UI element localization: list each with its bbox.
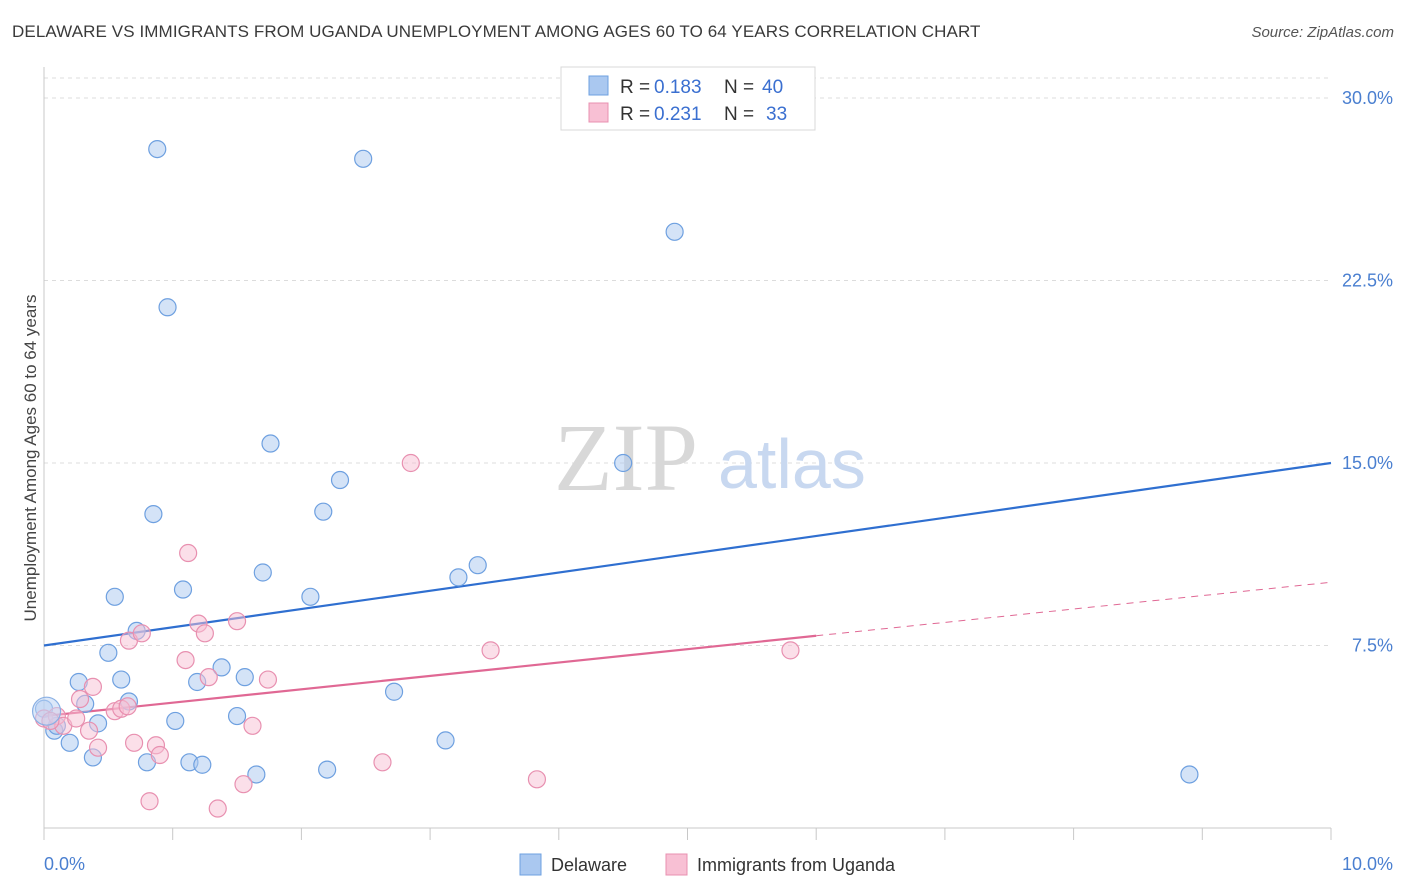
uganda-point bbox=[527, 770, 547, 789]
uganda-point bbox=[195, 624, 214, 643]
delaware-point bbox=[354, 149, 373, 168]
delaware-point bbox=[31, 696, 62, 726]
legend: R = 0.183 N = 40 R = 0.231 N = 33 bbox=[560, 66, 816, 131]
delaware-point bbox=[193, 755, 212, 774]
uganda-point bbox=[401, 453, 420, 473]
delaware-point bbox=[166, 711, 185, 731]
uganda-point bbox=[208, 799, 227, 818]
watermark-atlas: atlas bbox=[718, 425, 866, 503]
delaware-point bbox=[212, 658, 231, 677]
uganda-point bbox=[227, 612, 247, 631]
legend-swatch-uganda bbox=[588, 102, 609, 123]
uganda-point bbox=[88, 738, 108, 757]
uganda-point bbox=[179, 543, 198, 563]
delaware-point bbox=[253, 563, 272, 582]
bottom-legend-label-uganda: Immigrants from Uganda bbox=[697, 855, 896, 875]
watermark: ZIP atlas bbox=[554, 404, 866, 511]
gridlines bbox=[44, 77, 1331, 646]
delaware-point bbox=[384, 682, 404, 701]
delaware-point bbox=[330, 470, 350, 490]
delaware-point bbox=[60, 733, 79, 752]
y-tick-label: 22.5% bbox=[1342, 271, 1393, 291]
x-tick-label-min: 0.0% bbox=[44, 854, 85, 874]
delaware-point bbox=[1180, 765, 1199, 784]
series-layer bbox=[31, 140, 1332, 818]
delaware-point bbox=[144, 504, 163, 524]
uganda-point bbox=[150, 745, 169, 765]
y-tick-label: 15.0% bbox=[1342, 453, 1393, 473]
uganda-point bbox=[199, 668, 218, 687]
delaware-point bbox=[247, 765, 266, 784]
uganda-point bbox=[70, 689, 90, 709]
legend-n-value-delaware: 40 bbox=[762, 77, 783, 98]
delaware-point bbox=[173, 580, 193, 599]
delaware-point bbox=[105, 587, 124, 606]
uganda-point bbox=[234, 775, 253, 794]
delaware-point bbox=[314, 502, 333, 521]
legend-n-label-uganda: N = bbox=[724, 104, 754, 125]
legend-r-label-uganda: R = bbox=[620, 104, 650, 125]
delaware-point bbox=[436, 731, 455, 750]
uganda-point bbox=[243, 716, 262, 735]
delaware-point bbox=[614, 453, 633, 473]
x-tick-label-max: 10.0% bbox=[1342, 854, 1393, 874]
delaware-point bbox=[148, 140, 167, 159]
trend-line-delaware bbox=[43, 461, 1332, 647]
legend-n-value-uganda: 33 bbox=[766, 104, 787, 125]
delaware-point bbox=[301, 587, 320, 606]
uganda-point bbox=[140, 792, 159, 811]
uganda-point bbox=[781, 641, 800, 660]
uganda-point bbox=[481, 641, 500, 660]
y-tick-label: 7.5% bbox=[1352, 636, 1393, 656]
legend-n-label-delaware: N = bbox=[724, 77, 754, 98]
bottom-legend-swatch-uganda bbox=[665, 853, 688, 876]
chart-source: Source: ZipAtlas.com bbox=[1251, 24, 1394, 41]
legend-swatch-delaware bbox=[588, 75, 609, 96]
bottom-legend-label-delaware: Delaware bbox=[551, 855, 627, 875]
uganda-point bbox=[118, 697, 137, 716]
bottom-legend-swatch-delaware bbox=[519, 853, 542, 876]
uganda-point bbox=[132, 624, 151, 643]
x-ticks bbox=[43, 828, 1332, 840]
y-axis-label: Unemployment Among Ages 60 to 64 years bbox=[21, 295, 40, 622]
delaware-point bbox=[158, 298, 177, 317]
uganda-point bbox=[373, 753, 392, 772]
uganda-point bbox=[67, 709, 86, 728]
delaware-point bbox=[261, 434, 280, 453]
legend-r-label-delaware: R = bbox=[620, 77, 650, 98]
trend-line-extension-uganda bbox=[816, 581, 1332, 637]
delaware-point bbox=[318, 760, 337, 779]
delaware-point bbox=[227, 706, 247, 726]
legend-r-value-delaware: 0.183 bbox=[654, 77, 702, 98]
delaware-point bbox=[468, 556, 487, 575]
y-tick-labels: 7.5% 15.0% 22.5% 30.0% bbox=[1342, 88, 1393, 656]
delaware-point bbox=[449, 568, 468, 587]
uganda-point bbox=[83, 677, 103, 696]
uganda-point bbox=[124, 733, 144, 752]
legend-r-value-uganda: 0.231 bbox=[654, 104, 702, 125]
uganda-point bbox=[258, 670, 278, 689]
bottom-legend: Delaware Immigrants from Uganda bbox=[519, 853, 896, 876]
delaware-point bbox=[99, 643, 118, 662]
delaware-point bbox=[112, 670, 131, 689]
uganda-point bbox=[176, 650, 195, 670]
uganda-point bbox=[79, 721, 99, 740]
chart-title: DELAWARE VS IMMIGRANTS FROM UGANDA UNEMP… bbox=[12, 22, 981, 41]
y-tick-label: 30.0% bbox=[1342, 88, 1393, 108]
delaware-point bbox=[235, 668, 254, 687]
delaware-point bbox=[665, 222, 684, 241]
trend-line-uganda bbox=[43, 634, 817, 718]
